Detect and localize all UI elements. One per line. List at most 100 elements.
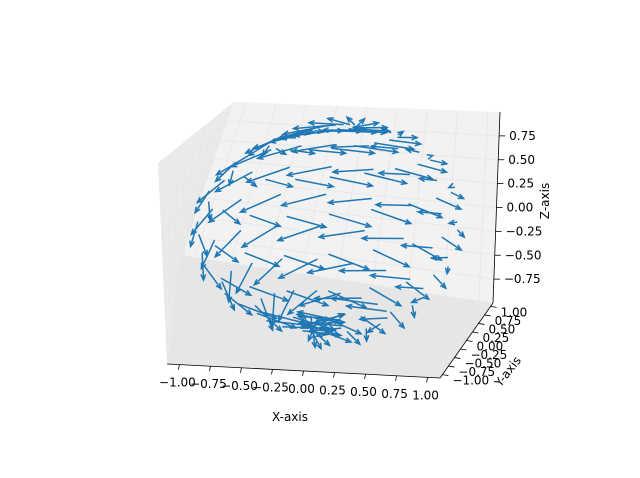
arrow-head: [277, 314, 284, 323]
arrow-shaft: [346, 305, 387, 313]
y-tick-mark: [466, 340, 473, 342]
quiver-arrow: [303, 316, 323, 351]
arrow-head: [435, 254, 443, 262]
quiver-arrow: [456, 229, 466, 239]
arrow-head: [255, 154, 264, 160]
quiver-arrow: [276, 225, 322, 242]
quiver-arrow: [247, 141, 271, 157]
quiver-arrow: [224, 292, 254, 316]
quiver-arrow: [444, 266, 451, 276]
arrow-head: [286, 308, 294, 316]
quiver-arrow: [299, 316, 328, 329]
arrow-head: [337, 267, 346, 274]
arrow-head: [345, 115, 353, 123]
quiver-arrow: [291, 124, 337, 132]
arrow-head: [251, 143, 260, 150]
y-tick-label: −1.00: [452, 374, 489, 388]
y-tick-label: −0.75: [458, 365, 495, 379]
quiver-arrow: [417, 176, 438, 183]
arrow-shaft: [301, 316, 328, 329]
arrow-head: [355, 328, 363, 335]
axis-lines: [166, 111, 506, 383]
arrow-head: [213, 250, 222, 259]
arrow-head: [323, 339, 332, 347]
arrow-head: [195, 196, 204, 204]
arrow-shaft: [418, 211, 442, 215]
quiver-arrow: [325, 116, 351, 126]
x-tick-label: 0.00: [288, 382, 315, 396]
y-tick-mark: [472, 331, 479, 334]
arrow-head: [363, 335, 370, 343]
y-tick-label: −0.50: [464, 357, 501, 371]
arrow-shaft: [246, 166, 290, 183]
arrow-shaft: [295, 178, 334, 188]
arrow-shaft: [435, 197, 462, 210]
arrow-shaft: [248, 141, 271, 157]
arrow-shaft: [411, 296, 425, 304]
arrow-shaft: [293, 124, 337, 130]
arrow-shaft: [419, 177, 438, 182]
x-tick-mark: [178, 364, 180, 370]
arrow-head: [440, 167, 449, 174]
z-tick-label: −0.75: [504, 272, 541, 286]
arrow-shaft: [417, 163, 447, 173]
arrow-head: [404, 218, 413, 225]
x-tick-mark: [302, 370, 304, 377]
y-tick-label: 0.50: [489, 322, 516, 336]
quiver-arrow: [307, 119, 344, 127]
arrow-head: [358, 117, 366, 125]
arrow-head: [250, 180, 258, 188]
arrow-head: [455, 244, 463, 252]
arrow-head: [368, 272, 377, 279]
arrow-shaft: [215, 171, 253, 193]
arrow-head: [235, 286, 242, 295]
arrow-head: [372, 120, 381, 127]
x-axis-label: X-axis: [272, 410, 308, 424]
arrow-shaft: [220, 277, 252, 296]
arrow-shaft: [327, 117, 351, 126]
arrow-head: [358, 315, 366, 323]
arrow-shaft: [189, 221, 199, 247]
arrow-shaft: [244, 252, 280, 267]
z-axis-label: Z-axis: [538, 183, 552, 219]
quiver-arrow: [317, 229, 365, 240]
arrow-shaft: [198, 234, 208, 257]
arrow-head: [299, 323, 308, 329]
arrow-shaft: [346, 330, 361, 345]
quiver-arrow: [331, 147, 377, 156]
quiver-arrow: [277, 258, 318, 279]
pane-back: [181, 102, 500, 303]
arrow-shaft: [316, 329, 337, 337]
arrow-shaft: [376, 203, 412, 207]
arrow-head: [267, 324, 274, 332]
arrow-head: [447, 219, 456, 226]
quiver-arrow: [286, 215, 328, 229]
arrow-shaft: [395, 286, 424, 290]
z-tick-label: 0.25: [507, 177, 534, 191]
quiver-arrow: [314, 329, 337, 338]
arrow-head: [399, 242, 408, 249]
x-tick-mark: [240, 367, 242, 373]
quiver-arrow: [377, 170, 411, 177]
arrow-head: [365, 326, 374, 334]
arrow-head: [292, 131, 301, 138]
arrow-head: [404, 147, 413, 154]
arrow-shaft: [214, 229, 242, 258]
quiver-arrow: [417, 163, 449, 174]
arrow-head: [200, 274, 207, 282]
y-tick-label: 1.00: [501, 305, 528, 319]
quiver-arrow: [369, 143, 399, 150]
grid-line-y-floor: [180, 259, 491, 307]
arrow-shaft: [367, 323, 381, 333]
arrow-shaft: [240, 193, 282, 213]
arrow-head: [308, 149, 317, 156]
arrow-head: [344, 303, 353, 310]
grid-line-y-floor: [175, 296, 473, 333]
quiver-arrow: [399, 242, 433, 249]
quiver-arrow: [356, 120, 381, 128]
arrow-shaft: [328, 197, 372, 204]
quiver-arrow: [295, 178, 335, 189]
quiver-arrow: [285, 165, 332, 178]
quiver-arrow: [307, 315, 320, 343]
quiver-arrow: [360, 235, 404, 242]
